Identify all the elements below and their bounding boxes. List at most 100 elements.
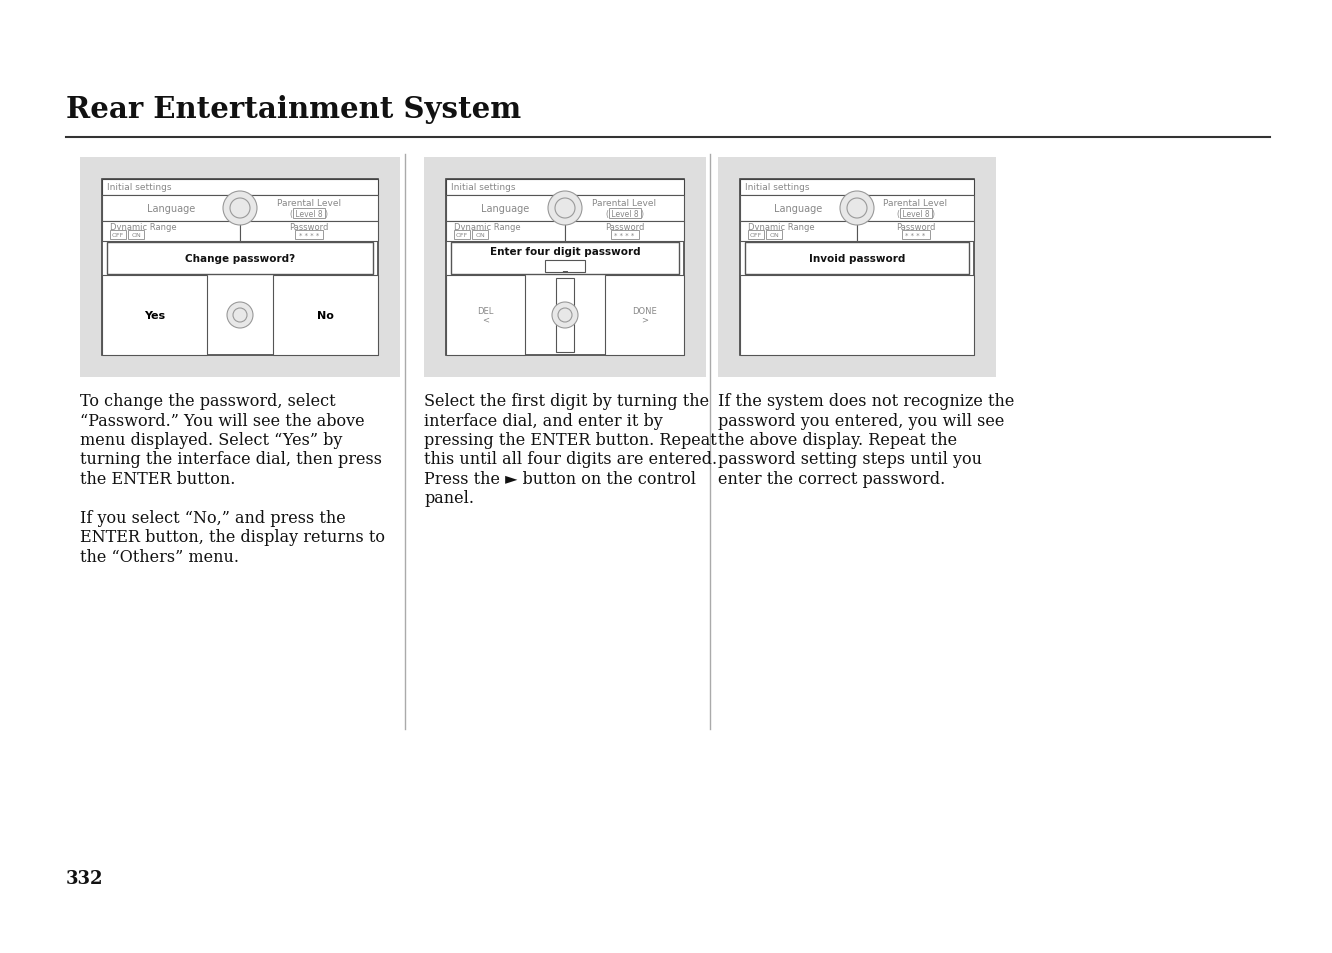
- Bar: [103, 180, 378, 355]
- Text: If the system does not recognize the: If the system does not recognize the: [718, 393, 1015, 410]
- Text: ( Level 8 ): ( Level 8 ): [896, 210, 935, 218]
- Bar: [749, 231, 765, 240]
- Text: 1: 1: [562, 311, 569, 320]
- Bar: [111, 231, 127, 240]
- Circle shape: [551, 303, 578, 329]
- Bar: [293, 209, 325, 219]
- Text: Parental Level: Parental Level: [277, 199, 341, 209]
- Text: Rear Entertainment System: Rear Entertainment System: [67, 95, 521, 124]
- Text: OFF: OFF: [456, 233, 468, 237]
- Text: Initial settings: Initial settings: [745, 183, 810, 193]
- Text: Password: Password: [605, 223, 645, 233]
- Bar: [446, 222, 565, 242]
- Text: Dynamic Range: Dynamic Range: [454, 223, 521, 233]
- Text: Press the ► button on the control: Press the ► button on the control: [424, 471, 697, 488]
- Text: DONE: DONE: [631, 306, 657, 315]
- Text: ON: ON: [769, 233, 779, 237]
- Bar: [454, 231, 470, 240]
- Text: <: <: [482, 315, 489, 324]
- Bar: [424, 158, 706, 377]
- Text: To change the password, select: To change the password, select: [80, 393, 336, 410]
- Text: OFF: OFF: [750, 233, 762, 237]
- Bar: [446, 180, 685, 195]
- Text: Yes: Yes: [144, 311, 165, 320]
- Circle shape: [547, 192, 582, 226]
- Text: * * * *: * * * *: [298, 233, 320, 238]
- Circle shape: [233, 309, 246, 323]
- Circle shape: [222, 192, 257, 226]
- Bar: [80, 158, 400, 377]
- Text: Initial settings: Initial settings: [107, 183, 172, 193]
- Text: enter the correct password.: enter the correct password.: [718, 471, 946, 488]
- Text: 332: 332: [67, 869, 104, 887]
- Bar: [741, 222, 856, 242]
- Text: this until all four digits are entered.: this until all four digits are entered.: [424, 451, 717, 468]
- Bar: [565, 222, 685, 242]
- Text: panel.: panel.: [424, 490, 474, 507]
- Bar: [741, 180, 974, 195]
- Text: * * * *: * * * *: [906, 233, 926, 238]
- Text: Language: Language: [481, 204, 530, 213]
- Text: the “Others” menu.: the “Others” menu.: [80, 548, 238, 565]
- Bar: [240, 195, 378, 222]
- Bar: [103, 195, 240, 222]
- Text: interface dial, and enter it by: interface dial, and enter it by: [424, 412, 663, 429]
- Text: pressing the ENTER button. Repeat: pressing the ENTER button. Repeat: [424, 432, 717, 449]
- Bar: [609, 209, 641, 219]
- Text: No: No: [317, 311, 334, 320]
- Text: * * * *: * * * *: [614, 233, 634, 238]
- Text: ON: ON: [476, 233, 485, 237]
- Text: Parental Level: Parental Level: [593, 199, 657, 209]
- Bar: [103, 275, 206, 355]
- Text: >: >: [641, 315, 647, 324]
- Bar: [902, 231, 930, 240]
- Text: Language: Language: [147, 204, 194, 213]
- Text: ( Level 8 ): ( Level 8 ): [606, 210, 643, 218]
- Text: Select the first digit by turning the: Select the first digit by turning the: [424, 393, 709, 410]
- Bar: [555, 278, 574, 353]
- Bar: [741, 275, 974, 355]
- Bar: [446, 275, 525, 355]
- Bar: [610, 231, 638, 240]
- Bar: [103, 222, 240, 242]
- Text: If you select “No,” and press the: If you select “No,” and press the: [80, 510, 346, 526]
- Bar: [856, 222, 974, 242]
- Text: Language: Language: [774, 204, 823, 213]
- Bar: [741, 195, 856, 222]
- Text: the ENTER button.: the ENTER button.: [80, 471, 236, 488]
- Text: password you entered, you will see: password you entered, you will see: [718, 412, 1004, 429]
- Bar: [856, 195, 974, 222]
- Text: the above display. Repeat the: the above display. Repeat the: [718, 432, 958, 449]
- Bar: [103, 180, 378, 195]
- Bar: [294, 231, 322, 240]
- Text: ON: ON: [131, 233, 141, 237]
- Bar: [745, 243, 968, 274]
- Circle shape: [558, 309, 571, 323]
- Text: OFF: OFF: [112, 233, 124, 237]
- Circle shape: [847, 199, 867, 219]
- Circle shape: [226, 303, 253, 329]
- Bar: [718, 158, 996, 377]
- Bar: [605, 275, 685, 355]
- Bar: [545, 261, 585, 273]
- Bar: [565, 195, 685, 222]
- Text: ( Level 8 ): ( Level 8 ): [290, 210, 328, 218]
- Bar: [766, 231, 782, 240]
- Text: ENTER button, the display returns to: ENTER button, the display returns to: [80, 529, 385, 546]
- Bar: [446, 180, 685, 355]
- Bar: [899, 209, 931, 219]
- Bar: [452, 243, 679, 274]
- Text: Initial settings: Initial settings: [452, 183, 515, 193]
- Text: Password: Password: [289, 223, 329, 233]
- Text: password setting steps until you: password setting steps until you: [718, 451, 982, 468]
- Bar: [741, 180, 974, 355]
- Circle shape: [230, 199, 250, 219]
- Circle shape: [555, 199, 575, 219]
- Text: Enter four digit password: Enter four digit password: [490, 247, 641, 256]
- Text: _: _: [562, 262, 567, 272]
- Bar: [107, 243, 373, 274]
- Text: “Password.” You will see the above: “Password.” You will see the above: [80, 412, 365, 429]
- Text: Dynamic Range: Dynamic Range: [749, 223, 815, 233]
- Text: DEL: DEL: [477, 306, 494, 315]
- Bar: [472, 231, 488, 240]
